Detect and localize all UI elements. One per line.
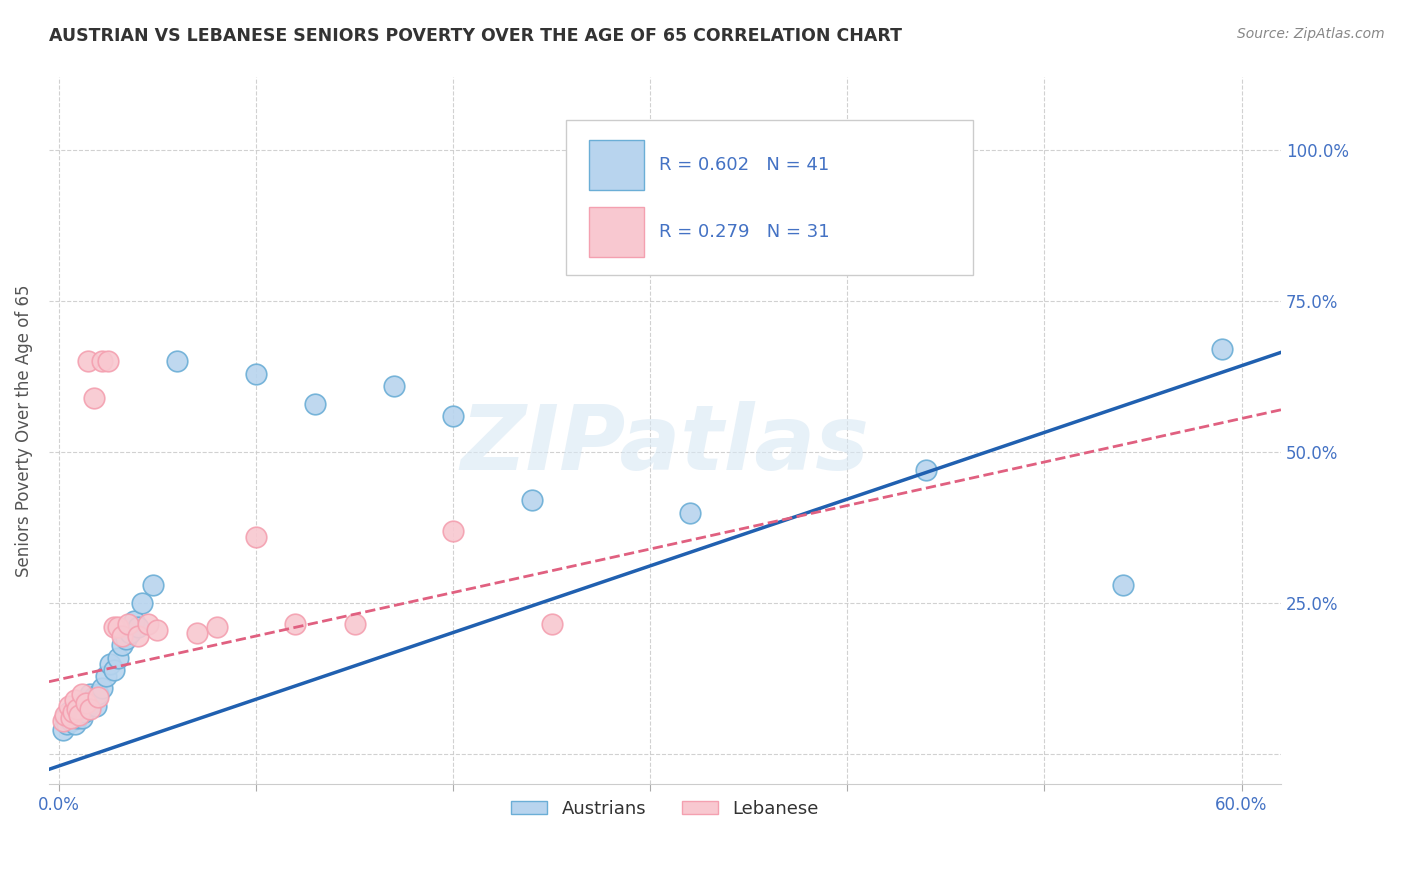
Point [284,617,307,632]
Bar [589,140,644,190]
Point [75,696,97,710]
Point [115,632,138,647]
Point [65,711,87,725]
Point [97,354,120,368]
Point [84,698,107,713]
Point [107,620,129,634]
Point [63,693,86,707]
Point [62,708,84,723]
Point [304,397,326,411]
Bar [589,207,644,257]
Text: Source: ZipAtlas.com: Source: ZipAtlas.com [1237,27,1385,41]
Point [441,409,464,423]
Point [103,620,125,634]
Point [382,378,405,392]
Y-axis label: Seniors Poverty Over the Age of 65: Seniors Poverty Over the Age of 65 [15,285,32,577]
Point [146,624,169,638]
Point [915,463,938,477]
Point [91,354,114,368]
Point [117,617,139,632]
Point [67,705,90,719]
Point [75,693,97,707]
Point [599,161,621,175]
Legend: Austrians, Lebanese: Austrians, Lebanese [503,792,827,825]
Point [65,702,87,716]
Point [77,698,100,713]
Text: AUSTRIAN VS LEBANESE SENIORS POVERTY OVER THE AGE OF 65 CORRELATION CHART: AUSTRIAN VS LEBANESE SENIORS POVERTY OVE… [49,27,903,45]
Point [1211,343,1233,357]
Point [55,717,77,731]
Point [53,708,76,723]
Text: R = 0.602   N = 41: R = 0.602 N = 41 [659,156,830,174]
Point [72,687,94,701]
Point [118,626,141,640]
Point [52,723,75,737]
Point [62,705,84,719]
Point [142,578,165,592]
Point [127,620,149,634]
Point [103,663,125,677]
Point [441,524,464,538]
Point [73,705,96,719]
Point [82,696,104,710]
Point [107,650,129,665]
Point [122,614,145,628]
Point [58,698,80,713]
Point [91,681,114,695]
Point [245,367,267,381]
Point [111,629,134,643]
Point [127,629,149,643]
Point [186,626,208,640]
Point [77,354,100,368]
Point [69,698,91,713]
Point [52,714,75,728]
Point [205,620,228,634]
Point [53,711,76,725]
Point [1112,578,1135,592]
Point [87,687,110,701]
Point [98,657,121,671]
Point [678,506,700,520]
Point [94,668,117,682]
Point [136,617,159,632]
Point [58,705,80,719]
Text: ZIPatlas: ZIPatlas [461,401,869,489]
Point [83,690,105,704]
Point [343,617,366,632]
Point [540,617,562,632]
Point [83,391,105,405]
Point [245,530,267,544]
Point [59,711,82,725]
Point [87,690,110,704]
Point [111,639,134,653]
FancyBboxPatch shape [567,120,973,276]
Point [63,717,86,731]
Point [520,493,543,508]
Point [59,714,82,728]
Point [79,687,101,701]
Point [79,702,101,716]
Point [67,708,90,723]
Point [166,354,188,368]
Point [131,596,153,610]
Point [72,711,94,725]
Text: R = 0.279   N = 31: R = 0.279 N = 31 [659,223,830,241]
